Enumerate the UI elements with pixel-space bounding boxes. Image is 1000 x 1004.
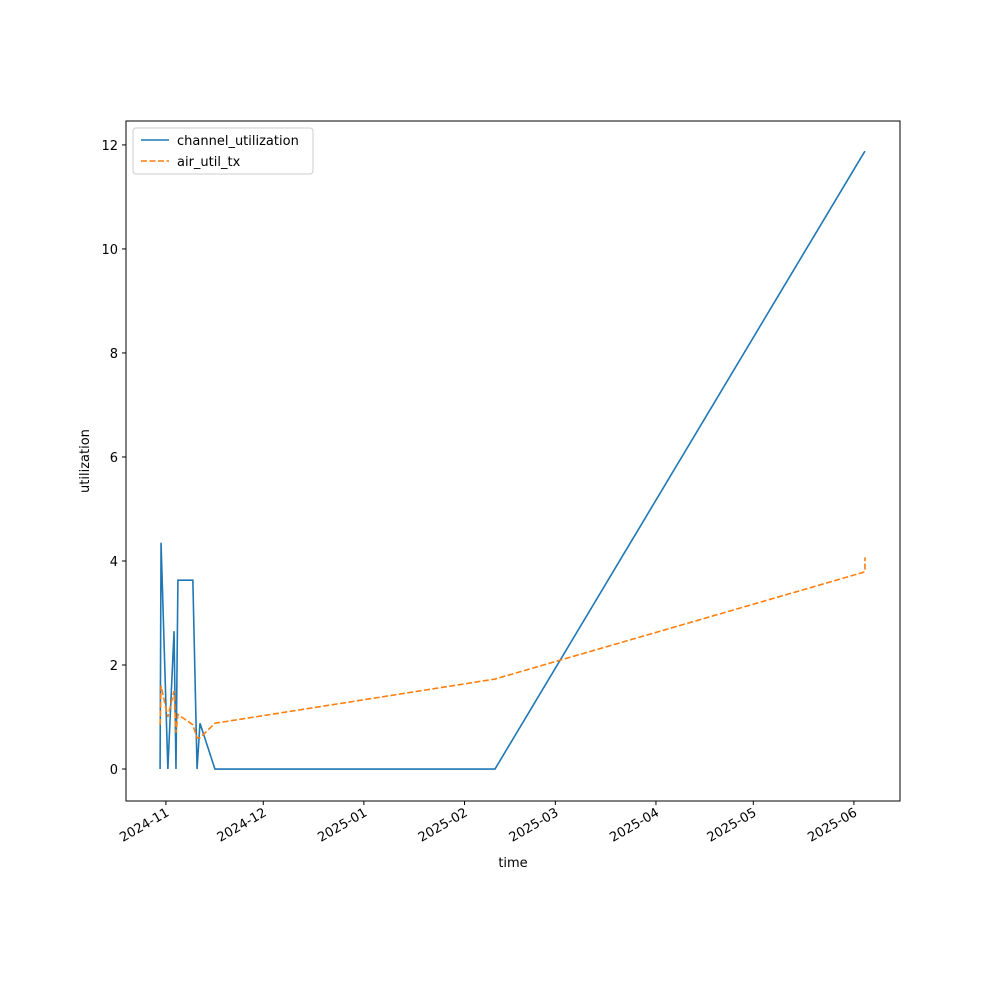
x-axis-label: time bbox=[498, 856, 527, 871]
y-tick-label: 12 bbox=[101, 139, 118, 154]
x-tick-label: 2025-01 bbox=[315, 805, 370, 845]
y-tick-label: 4 bbox=[110, 555, 118, 570]
x-tick-label: 2025-02 bbox=[416, 805, 471, 845]
legend-label: air_util_tx bbox=[177, 155, 241, 170]
y-tick-label: 10 bbox=[101, 243, 118, 258]
line-series bbox=[159, 150, 866, 770]
legend-label: channel_utilization bbox=[177, 134, 299, 149]
y-axis-label: utilization bbox=[78, 429, 93, 493]
x-tick-label: 2025-05 bbox=[705, 805, 760, 845]
x-tick-label: 2025-04 bbox=[607, 805, 662, 845]
plot-frame bbox=[125, 120, 901, 802]
x-tick-label: 2024-11 bbox=[117, 805, 172, 845]
y-tick-label: 8 bbox=[110, 347, 118, 362]
y-tick-label: 2 bbox=[110, 659, 118, 674]
x-tick-label: 2024-12 bbox=[215, 805, 270, 845]
legend-box bbox=[132, 127, 314, 175]
line-series bbox=[159, 557, 866, 739]
x-tick-label: 2025-06 bbox=[805, 805, 860, 845]
y-tick-label: 6 bbox=[110, 451, 118, 466]
x-tick-label: 2025-03 bbox=[507, 805, 562, 845]
y-tick-label: 0 bbox=[110, 763, 118, 778]
